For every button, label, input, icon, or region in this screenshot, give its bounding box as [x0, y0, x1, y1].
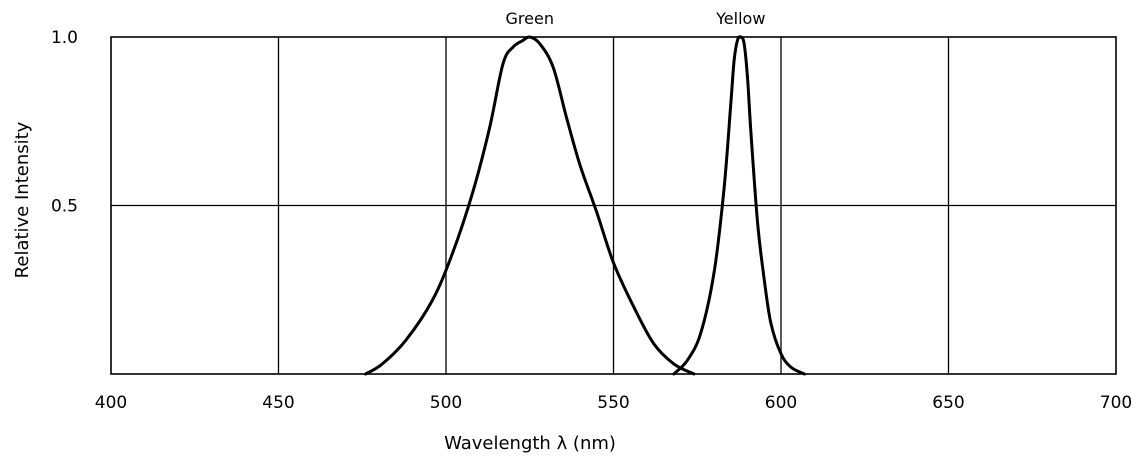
- y-tick-labels: 0.5 1.0: [51, 28, 78, 217]
- x-tick-label: 650: [932, 393, 964, 413]
- series-curves: [364, 35, 806, 376]
- x-tick-label: 600: [765, 393, 797, 413]
- x-tick-label: 550: [597, 393, 629, 413]
- series-label-green: Green: [506, 9, 554, 28]
- grid: [111, 37, 1116, 374]
- series-labels: Green Yellow: [506, 9, 766, 28]
- x-tick-label: 500: [430, 393, 462, 413]
- y-tick-label: 0.5: [51, 197, 78, 217]
- series-label-yellow: Yellow: [715, 9, 765, 28]
- x-tick-label: 700: [1100, 393, 1132, 413]
- series-line-yellow: [672, 35, 806, 376]
- y-axis-title: Relative Intensity: [12, 121, 33, 278]
- x-axis-title: Wavelength λ (nm): [444, 433, 616, 454]
- x-tick-labels: 400 450 500 550 600 650 700: [95, 393, 1132, 413]
- series-line-green: [364, 35, 696, 376]
- y-tick-label: 1.0: [51, 28, 78, 48]
- x-tick-label: 450: [262, 393, 294, 413]
- plot-frame: [110, 36, 1117, 375]
- x-tick-label: 400: [95, 393, 127, 413]
